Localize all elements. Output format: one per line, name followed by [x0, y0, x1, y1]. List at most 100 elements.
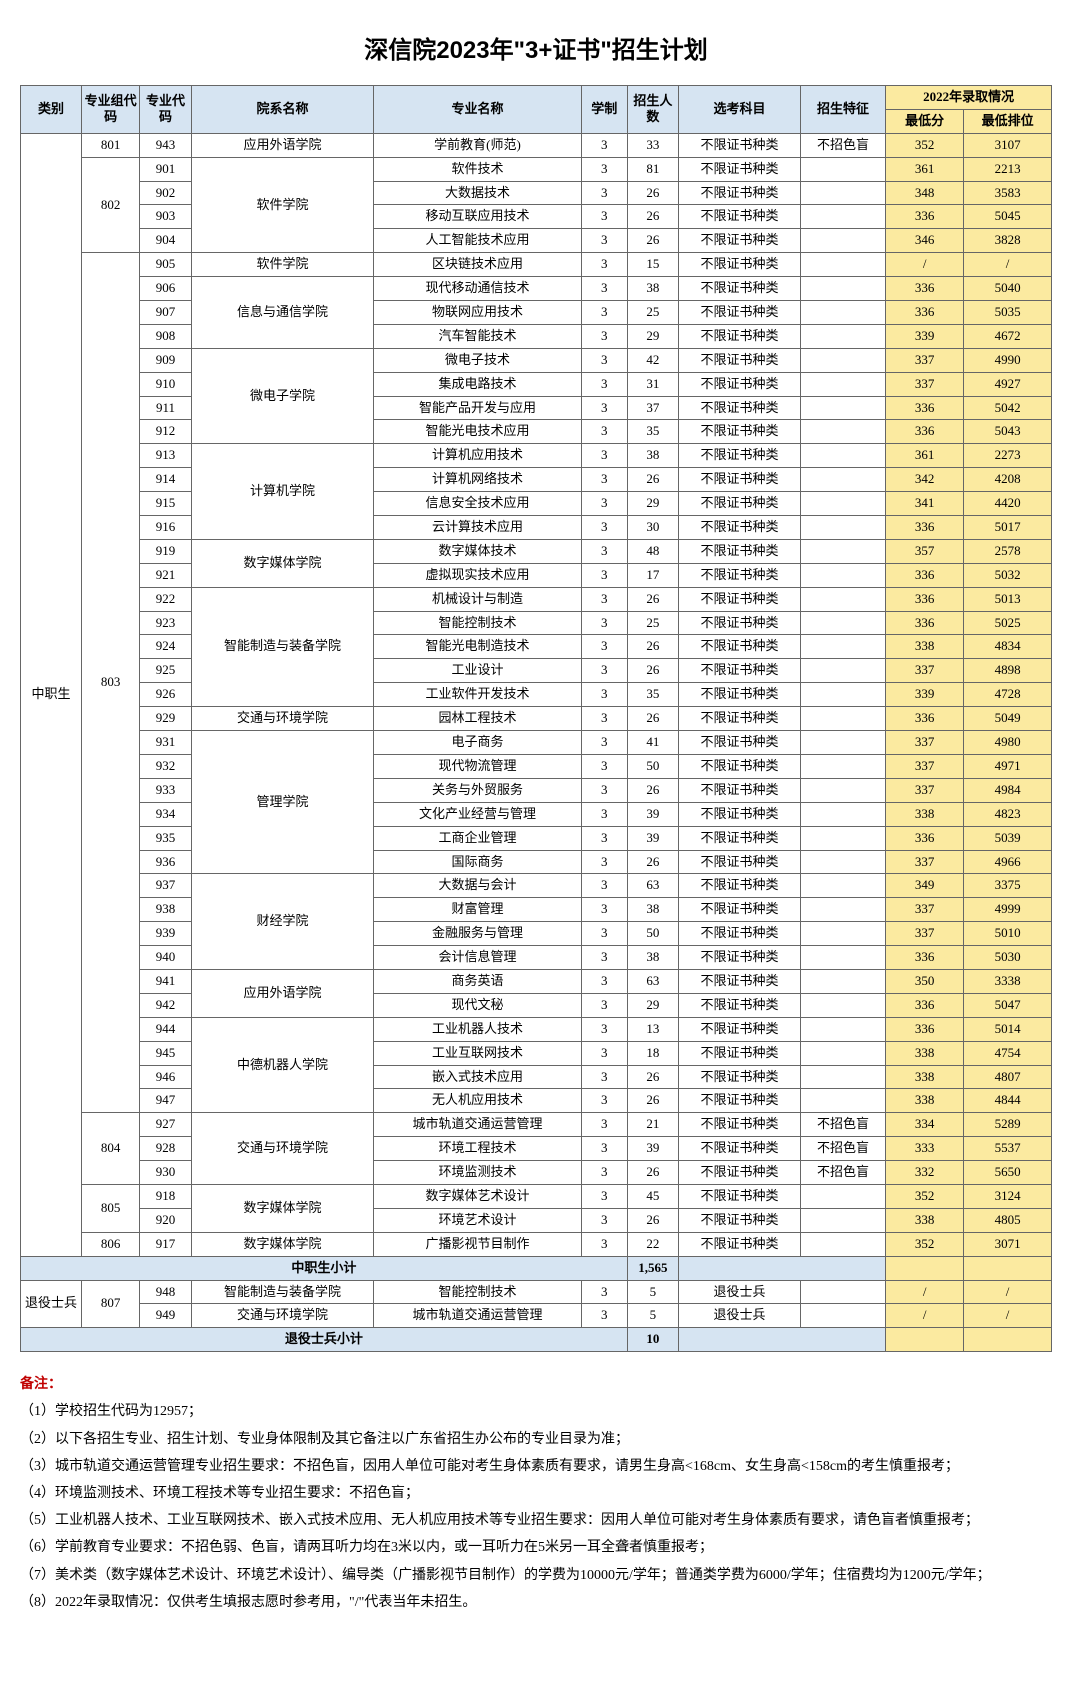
page-title: 深信院2023年"3+证书"招生计划 — [20, 30, 1052, 65]
table-row: 938财富管理338不限证书种类3374999 — [21, 898, 1052, 922]
subject-cell: 不限证书种类 — [679, 516, 801, 540]
subtotal-quota: 10 — [627, 1328, 678, 1352]
major-code-cell: 942 — [140, 993, 191, 1017]
min-score-cell: 336 — [886, 301, 964, 325]
table-row: 910集成电路技术331不限证书种类3374927 — [21, 372, 1052, 396]
feature-cell: 不招色盲 — [800, 1161, 885, 1185]
quota-cell: 29 — [627, 324, 678, 348]
table-row: 902大数据技术326不限证书种类3483583 — [21, 181, 1052, 205]
department-cell: 信息与通信学院 — [191, 277, 374, 349]
min-rank-cell: 4984 — [964, 778, 1052, 802]
subject-cell: 不限证书种类 — [679, 539, 801, 563]
table-row: 942现代文秘329不限证书种类3365047 — [21, 993, 1052, 1017]
min-score-cell: 349 — [886, 874, 964, 898]
years-cell: 3 — [581, 611, 627, 635]
feature-cell — [800, 683, 885, 707]
min-score-cell: 336 — [886, 420, 964, 444]
quota-cell: 26 — [627, 181, 678, 205]
group-code-cell: 803 — [81, 253, 139, 1113]
table-row: 805918数字媒体学院数字媒体艺术设计345不限证书种类3523124 — [21, 1184, 1052, 1208]
major-cell: 虚拟现实技术应用 — [374, 563, 581, 587]
table-row: 934文化产业经营与管理339不限证书种类3384823 — [21, 802, 1052, 826]
subject-cell: 不限证书种类 — [679, 396, 801, 420]
years-cell: 3 — [581, 229, 627, 253]
col-quota: 招生人数 — [627, 86, 678, 134]
min-rank-cell: 5025 — [964, 611, 1052, 635]
major-code-cell: 922 — [140, 587, 191, 611]
years-cell: 3 — [581, 1137, 627, 1161]
major-cell: 软件技术 — [374, 157, 581, 181]
years-cell: 3 — [581, 587, 627, 611]
table-row: 906信息与通信学院现代移动通信技术338不限证书种类3365040 — [21, 277, 1052, 301]
min-score-cell: 357 — [886, 539, 964, 563]
min-rank-cell: 4898 — [964, 659, 1052, 683]
table-row: 945工业互联网技术318不限证书种类3384754 — [21, 1041, 1052, 1065]
min-rank-cell: 5043 — [964, 420, 1052, 444]
quota-cell: 38 — [627, 444, 678, 468]
department-cell: 数字媒体学院 — [191, 539, 374, 587]
years-cell: 3 — [581, 850, 627, 874]
min-rank-cell: 5017 — [964, 516, 1052, 540]
quota-cell: 15 — [627, 253, 678, 277]
major-cell: 文化产业经营与管理 — [374, 802, 581, 826]
feature-cell — [800, 1304, 885, 1328]
feature-cell — [800, 1208, 885, 1232]
subject-cell: 不限证书种类 — [679, 1232, 801, 1256]
min-rank-cell: 5032 — [964, 563, 1052, 587]
quota-cell: 5 — [627, 1280, 678, 1304]
major-code-cell: 943 — [140, 133, 191, 157]
subject-cell: 不限证书种类 — [679, 946, 801, 970]
subject-cell: 不限证书种类 — [679, 468, 801, 492]
major-code-cell: 944 — [140, 1017, 191, 1041]
years-cell: 3 — [581, 898, 627, 922]
major-code-cell: 948 — [140, 1280, 191, 1304]
major-code-cell: 941 — [140, 969, 191, 993]
quota-cell: 26 — [627, 229, 678, 253]
col-years: 学制 — [581, 86, 627, 134]
major-code-cell: 949 — [140, 1304, 191, 1328]
quota-cell: 45 — [627, 1184, 678, 1208]
min-rank-cell: 3338 — [964, 969, 1052, 993]
table-row: 903移动互联应用技术326不限证书种类3365045 — [21, 205, 1052, 229]
years-cell: 3 — [581, 922, 627, 946]
quota-cell: 5 — [627, 1304, 678, 1328]
quota-cell: 26 — [627, 850, 678, 874]
min-score-cell: / — [886, 1280, 964, 1304]
min-score-cell: 336 — [886, 396, 964, 420]
feature-cell — [800, 444, 885, 468]
years-cell: 3 — [581, 946, 627, 970]
min-rank-cell: 4971 — [964, 754, 1052, 778]
subject-cell: 不限证书种类 — [679, 874, 801, 898]
feature-cell — [800, 1280, 885, 1304]
subject-cell: 不限证书种类 — [679, 826, 801, 850]
table-row: 802901软件学院软件技术381不限证书种类3612213 — [21, 157, 1052, 181]
note-item: （7）美术类（数字媒体艺术设计、环境艺术设计）、编导类（广播影视节目制作）的学费… — [20, 1563, 1052, 1588]
major-cell: 计算机网络技术 — [374, 468, 581, 492]
table-row: 941应用外语学院商务英语363不限证书种类3503338 — [21, 969, 1052, 993]
subject-cell: 退役士兵 — [679, 1304, 801, 1328]
major-code-cell: 902 — [140, 181, 191, 205]
min-rank-cell: 4823 — [964, 802, 1052, 826]
major-cell: 电子商务 — [374, 731, 581, 755]
years-cell: 3 — [581, 1017, 627, 1041]
major-code-cell: 916 — [140, 516, 191, 540]
major-code-cell: 919 — [140, 539, 191, 563]
table-row: 937财经学院大数据与会计363不限证书种类3493375 — [21, 874, 1052, 898]
subject-cell: 不限证书种类 — [679, 1089, 801, 1113]
major-code-cell: 915 — [140, 492, 191, 516]
years-cell: 3 — [581, 1041, 627, 1065]
quota-cell: 31 — [627, 372, 678, 396]
major-cell: 环境艺术设计 — [374, 1208, 581, 1232]
min-rank-cell: / — [964, 1304, 1052, 1328]
quota-cell: 25 — [627, 611, 678, 635]
feature-cell — [800, 563, 885, 587]
group-code-cell: 805 — [81, 1184, 139, 1232]
min-score-cell: 336 — [886, 205, 964, 229]
years-cell: 3 — [581, 1065, 627, 1089]
min-rank-cell: / — [964, 253, 1052, 277]
major-cell: 环境监测技术 — [374, 1161, 581, 1185]
subject-cell: 不限证书种类 — [679, 611, 801, 635]
years-cell: 3 — [581, 1304, 627, 1328]
quota-cell: 38 — [627, 946, 678, 970]
min-score-cell: 333 — [886, 1137, 964, 1161]
